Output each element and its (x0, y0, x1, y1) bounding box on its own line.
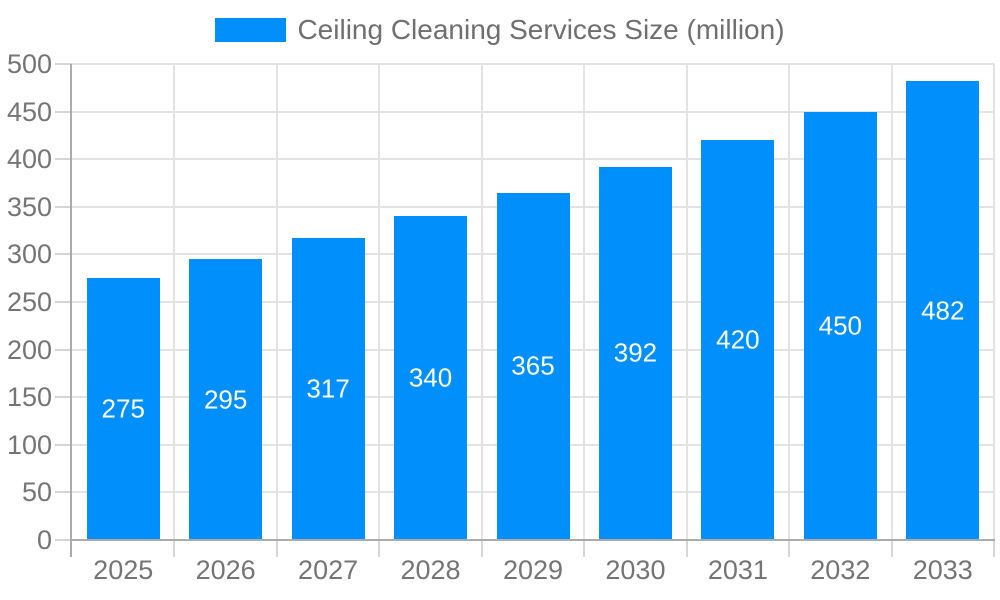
bar[interactable]: 392 (598, 166, 672, 540)
bar[interactable]: 482 (906, 81, 980, 540)
bar-value-label: 482 (921, 295, 965, 326)
y-axis-label: 350 (6, 191, 52, 222)
x-tick-mark (480, 540, 483, 557)
x-tick-mark (890, 540, 893, 557)
y-gridline (72, 158, 994, 161)
x-gridline (890, 64, 893, 540)
y-tick-mark (55, 539, 72, 541)
x-gridline (173, 64, 176, 540)
x-tick-mark (685, 540, 688, 557)
y-tick-mark (55, 110, 72, 113)
y-tick-mark (55, 396, 72, 399)
x-gridline (583, 64, 586, 540)
x-gridline (480, 64, 483, 540)
y-axis-label: 50 (21, 477, 52, 508)
y-gridline (72, 63, 994, 65)
y-tick-mark (55, 443, 72, 446)
x-axis-label: 2031 (707, 555, 768, 585)
y-axis-label: 100 (6, 429, 52, 460)
y-tick-mark (55, 348, 72, 351)
x-gridline (993, 64, 995, 540)
x-axis-line (70, 539, 995, 541)
bar-value-label: 365 (511, 350, 555, 381)
x-axis-label: 2030 (605, 555, 666, 585)
y-axis-label: 200 (6, 334, 52, 365)
bar-value-label: 340 (408, 362, 453, 393)
bar[interactable]: 295 (189, 259, 263, 540)
x-axis-label: 2032 (810, 555, 871, 585)
chart-legend[interactable]: Ceiling Cleaning Services Size (million) (0, 6, 1000, 54)
bar-value-label: 275 (101, 393, 145, 424)
y-axis-label: 250 (6, 287, 52, 317)
x-tick-mark (788, 540, 791, 557)
y-tick-mark (55, 63, 72, 65)
y-tick-mark (55, 205, 72, 208)
y-tick-mark (55, 158, 72, 161)
y-axis-line (70, 64, 72, 557)
x-axis-label: 2029 (502, 555, 564, 585)
legend-swatch (215, 18, 287, 42)
x-tick-mark (993, 540, 995, 557)
bar[interactable]: 450 (803, 111, 877, 540)
y-axis-label: 0 (36, 525, 52, 555)
bar-value-label: 317 (306, 373, 350, 404)
x-gridline (788, 64, 791, 540)
bar[interactable]: 420 (701, 140, 775, 540)
x-tick-mark (583, 540, 586, 557)
y-tick-mark (55, 253, 72, 256)
x-axis-label: 2028 (400, 555, 461, 585)
x-gridline (275, 64, 278, 540)
x-gridline (685, 64, 688, 540)
x-axis-label: 2027 (298, 555, 359, 585)
bar-value-label: 450 (818, 310, 863, 341)
y-tick-mark (55, 301, 72, 303)
x-axis-label: 2026 (195, 555, 256, 585)
y-gridline (72, 110, 994, 113)
y-axis-label: 400 (6, 144, 52, 175)
x-axis-label: 2025 (93, 555, 154, 585)
x-tick-mark (378, 540, 381, 557)
y-axis-label: 300 (6, 239, 52, 270)
y-axis-label: 150 (6, 382, 52, 413)
bar[interactable]: 365 (496, 192, 570, 540)
x-tick-mark (275, 540, 278, 557)
y-axis-label: 500 (6, 49, 52, 79)
bar[interactable]: 340 (394, 216, 468, 540)
bar[interactable]: 275 (86, 278, 160, 540)
y-axis-label: 450 (6, 96, 52, 127)
bar-value-label: 295 (203, 384, 248, 415)
x-axis-label: 2033 (912, 555, 973, 585)
y-tick-mark (55, 491, 72, 494)
bar[interactable]: 317 (291, 238, 365, 540)
bar-value-label: 392 (613, 337, 658, 368)
x-tick-mark (173, 540, 176, 557)
legend-label: Ceiling Cleaning Services Size (million) (297, 14, 785, 45)
x-gridline (378, 64, 381, 540)
bar-value-label: 420 (716, 324, 760, 355)
